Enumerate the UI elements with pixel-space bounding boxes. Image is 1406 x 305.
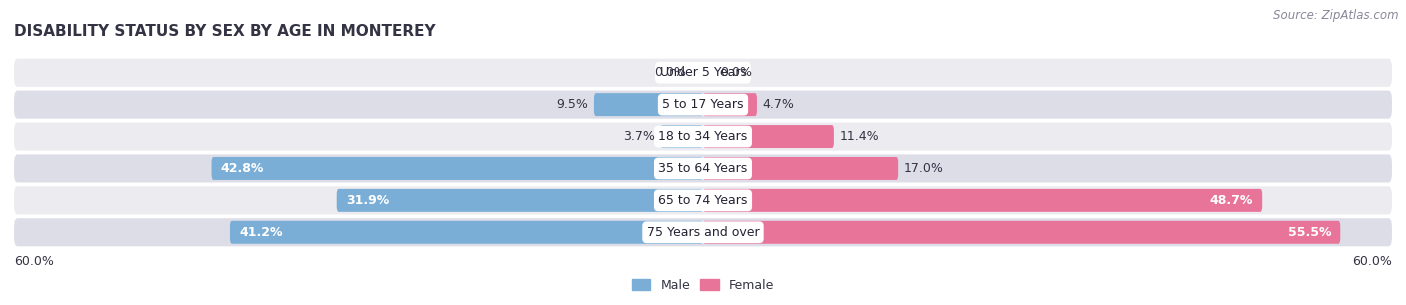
Text: 75 Years and over: 75 Years and over <box>647 226 759 239</box>
FancyBboxPatch shape <box>593 93 703 116</box>
FancyBboxPatch shape <box>231 221 703 244</box>
Text: 0.0%: 0.0% <box>654 66 686 79</box>
Text: Source: ZipAtlas.com: Source: ZipAtlas.com <box>1274 9 1399 22</box>
Text: 55.5%: 55.5% <box>1288 226 1331 239</box>
Text: 4.7%: 4.7% <box>762 98 794 111</box>
FancyBboxPatch shape <box>703 125 834 148</box>
FancyBboxPatch shape <box>14 59 1392 87</box>
Text: 41.2%: 41.2% <box>239 226 283 239</box>
Text: 17.0%: 17.0% <box>904 162 943 175</box>
Text: 65 to 74 Years: 65 to 74 Years <box>658 194 748 207</box>
FancyBboxPatch shape <box>661 125 703 148</box>
Text: Under 5 Years: Under 5 Years <box>659 66 747 79</box>
Text: 11.4%: 11.4% <box>839 130 879 143</box>
FancyBboxPatch shape <box>14 218 1392 246</box>
Text: 48.7%: 48.7% <box>1209 194 1253 207</box>
Text: 42.8%: 42.8% <box>221 162 264 175</box>
Text: 3.7%: 3.7% <box>623 130 655 143</box>
FancyBboxPatch shape <box>14 91 1392 119</box>
FancyBboxPatch shape <box>703 93 756 116</box>
Text: 9.5%: 9.5% <box>557 98 588 111</box>
FancyBboxPatch shape <box>14 123 1392 151</box>
FancyBboxPatch shape <box>14 154 1392 182</box>
Text: 0.0%: 0.0% <box>720 66 752 79</box>
Text: DISABILITY STATUS BY SEX BY AGE IN MONTEREY: DISABILITY STATUS BY SEX BY AGE IN MONTE… <box>14 24 436 39</box>
Text: 5 to 17 Years: 5 to 17 Years <box>662 98 744 111</box>
FancyBboxPatch shape <box>211 157 703 180</box>
Text: 35 to 64 Years: 35 to 64 Years <box>658 162 748 175</box>
FancyBboxPatch shape <box>703 157 898 180</box>
FancyBboxPatch shape <box>14 186 1392 214</box>
FancyBboxPatch shape <box>703 189 1263 212</box>
Text: 60.0%: 60.0% <box>14 255 53 268</box>
FancyBboxPatch shape <box>336 189 703 212</box>
Legend: Male, Female: Male, Female <box>628 275 778 296</box>
Text: 31.9%: 31.9% <box>346 194 389 207</box>
Text: 18 to 34 Years: 18 to 34 Years <box>658 130 748 143</box>
FancyBboxPatch shape <box>703 221 1340 244</box>
Text: 60.0%: 60.0% <box>1353 255 1392 268</box>
